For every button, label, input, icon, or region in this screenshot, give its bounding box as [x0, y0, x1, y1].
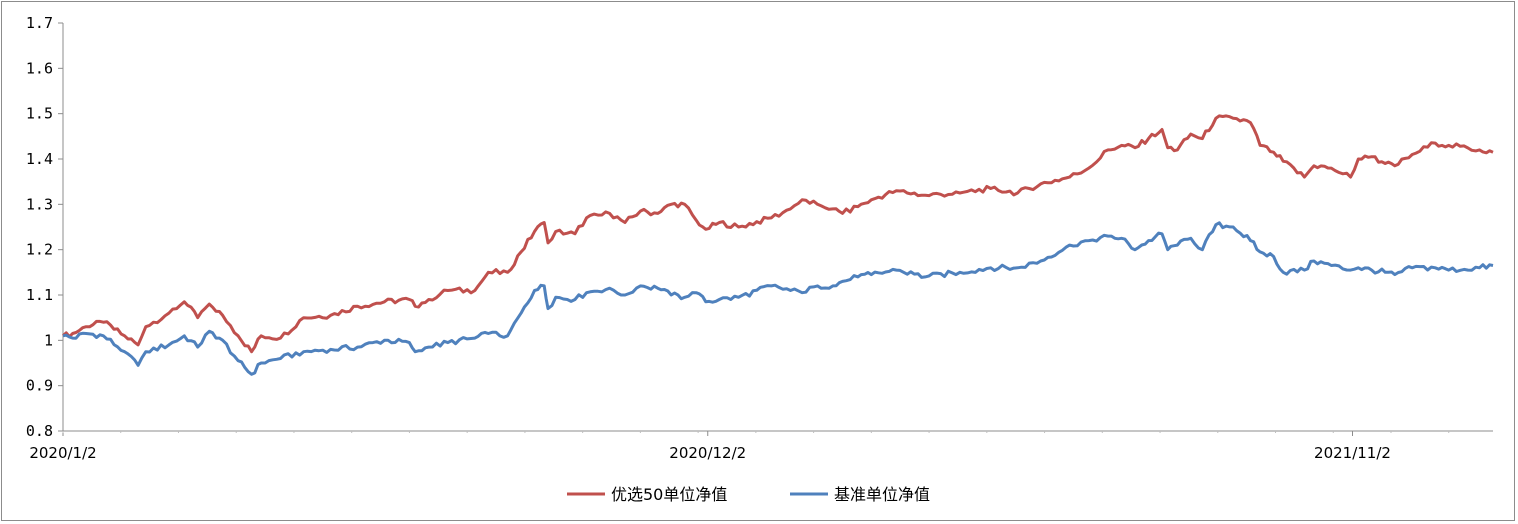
- y-tick-label: 1: [44, 331, 53, 349]
- x-tick-label: 2021/11/2: [1314, 444, 1391, 462]
- axes: 0.8 0.9 1 1.1 1.2 1.3 1.4 1.5 1.6 1.7 2020/1/2 2020…: [26, 14, 1493, 462]
- y-tick-label: 1.1: [26, 286, 53, 304]
- series-line-1: [62, 221, 1494, 376]
- y-tick-label: 1.7: [26, 14, 53, 32]
- y-tick-label: 1.3: [26, 195, 53, 213]
- y-tick-label: 1.2: [26, 241, 53, 259]
- x-tick-label: 2020/1/2: [29, 444, 96, 462]
- legend-label-0: 优选50单位净值: [611, 485, 727, 504]
- series-layer: [61, 114, 1494, 376]
- y-tick-label: 1.6: [26, 59, 53, 77]
- y-tick-label: 1.4: [26, 150, 53, 168]
- x-tick-label: 2020/12/2: [669, 444, 746, 462]
- legend: 优选50单位净值 基准单位净值: [567, 485, 930, 504]
- y-tick-label: 0.8: [26, 422, 53, 440]
- y-tick-label: 0.9: [26, 377, 53, 395]
- series-line-0: [61, 114, 1494, 354]
- y-tick-label: 1.5: [26, 105, 53, 123]
- legend-label-1: 基准单位净值: [834, 485, 930, 504]
